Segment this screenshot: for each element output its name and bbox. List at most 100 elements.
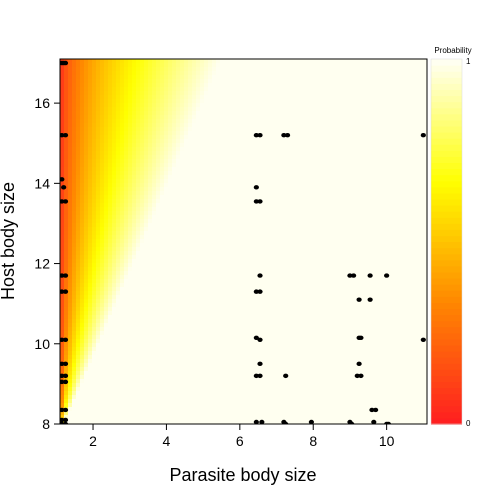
surface-cell: [120, 59, 125, 64]
surface-cell: [368, 151, 373, 156]
surface-cell: [228, 75, 233, 80]
surface-cell: [80, 91, 85, 96]
surface-cell: [284, 103, 289, 108]
surface-cell: [140, 199, 145, 204]
surface-cell: [396, 179, 401, 184]
surface-cell: [360, 167, 365, 172]
surface-cell: [92, 247, 97, 252]
surface-cell: [264, 123, 269, 128]
surface-cell: [400, 247, 405, 252]
surface-cell: [148, 271, 153, 276]
surface-cell: [312, 123, 317, 128]
surface-cell: [100, 247, 105, 252]
surface-cell: [328, 115, 333, 120]
surface-cell: [300, 259, 305, 264]
surface-cell: [88, 159, 93, 164]
surface-cell: [132, 175, 137, 180]
surface-cell: [72, 127, 77, 132]
surface-cell: [240, 235, 245, 240]
surface-cell: [364, 143, 369, 148]
surface-cell: [148, 63, 153, 68]
surface-cell: [392, 227, 397, 232]
surface-cell: [236, 131, 241, 136]
surface-cell: [144, 87, 149, 92]
surface-cell: [68, 143, 73, 148]
surface-cell: [412, 195, 417, 200]
surface-cell: [400, 171, 405, 176]
surface-cell: [212, 191, 217, 196]
surface-cell: [264, 63, 269, 68]
surface-cell: [284, 231, 289, 236]
surface-cell: [204, 59, 209, 64]
surface-cell: [384, 123, 389, 128]
surface-cell: [72, 63, 77, 68]
surface-cell: [76, 83, 81, 88]
surface-cell: [180, 115, 185, 120]
surface-cell: [100, 155, 105, 160]
surface-cell: [64, 143, 69, 148]
surface-cell: [188, 107, 193, 112]
surface-cell: [88, 235, 93, 240]
surface-cell: [128, 123, 133, 128]
surface-cell: [124, 107, 129, 112]
surface-cell: [272, 235, 277, 240]
surface-cell: [164, 75, 169, 80]
surface-cell: [124, 215, 129, 220]
surface-cell: [72, 239, 77, 244]
surface-cell: [156, 75, 161, 80]
surface-cell: [64, 187, 69, 192]
surface-cell: [292, 267, 297, 272]
surface-cell: [420, 247, 425, 252]
surface-cell: [280, 239, 285, 244]
surface-cell: [60, 103, 65, 108]
surface-cell: [268, 159, 273, 164]
surface-cell: [236, 79, 241, 84]
surface-cell: [400, 239, 405, 244]
surface-cell: [280, 203, 285, 208]
surface-cell: [204, 63, 209, 68]
surface-cell: [328, 111, 333, 116]
surface-cell: [180, 215, 185, 220]
surface-cell: [340, 131, 345, 136]
surface-cell: [388, 151, 393, 156]
surface-cell: [420, 175, 425, 180]
surface-cell: [268, 219, 273, 224]
surface-cell: [272, 159, 277, 164]
surface-cell: [88, 267, 93, 272]
surface-cell: [244, 119, 249, 124]
surface-cell: [388, 59, 393, 64]
surface-cell: [180, 151, 185, 156]
surface-cell: [120, 239, 125, 244]
surface-cell: [364, 91, 369, 96]
surface-cell: [228, 183, 233, 188]
surface-cell: [108, 259, 113, 264]
surface-cell: [296, 203, 301, 208]
surface-cell: [324, 239, 329, 244]
surface-cell: [324, 119, 329, 124]
surface-cell: [236, 267, 241, 272]
surface-cell: [312, 159, 317, 164]
surface-cell: [180, 163, 185, 168]
surface-cell: [120, 131, 125, 136]
surface-cell: [228, 259, 233, 264]
surface-cell: [320, 215, 325, 220]
surface-cell: [232, 67, 237, 72]
surface-cell: [272, 231, 277, 236]
surface-cell: [92, 275, 97, 280]
surface-cell: [312, 199, 317, 204]
surface-cell: [296, 259, 301, 264]
surface-cell: [296, 159, 301, 164]
surface-cell: [360, 227, 365, 232]
surface-cell: [68, 247, 73, 252]
surface-cell: [284, 259, 289, 264]
surface-cell: [216, 227, 221, 232]
surface-cell: [400, 263, 405, 268]
surface-cell: [224, 235, 229, 240]
surface-cell: [136, 247, 141, 252]
surface-cell: [76, 123, 81, 128]
surface-cell: [356, 255, 361, 260]
surface-cell: [276, 75, 281, 80]
surface-cell: [160, 163, 165, 168]
surface-cell: [232, 227, 237, 232]
surface-cell: [360, 163, 365, 168]
